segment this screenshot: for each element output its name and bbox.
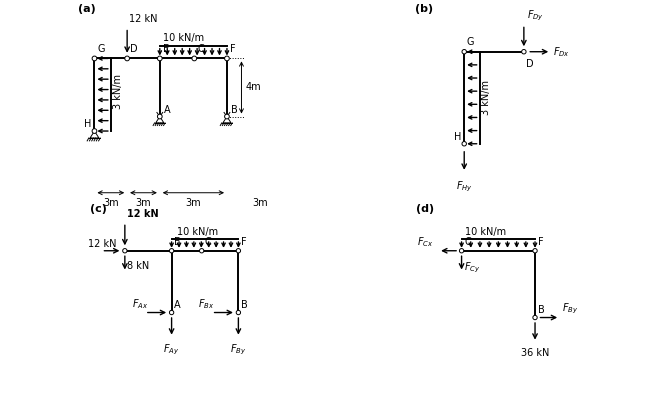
Text: $F_{Ay}$: $F_{Ay}$ bbox=[164, 342, 180, 357]
Text: G: G bbox=[467, 38, 475, 48]
Circle shape bbox=[123, 248, 127, 253]
Circle shape bbox=[224, 56, 229, 61]
Text: 3m: 3m bbox=[253, 198, 269, 208]
Text: F: F bbox=[230, 44, 236, 54]
Circle shape bbox=[236, 248, 240, 253]
Text: $F_{Cy}$: $F_{Cy}$ bbox=[464, 261, 480, 275]
Text: B: B bbox=[230, 105, 238, 115]
Text: 3 kN/m: 3 kN/m bbox=[113, 74, 123, 109]
Text: 3m: 3m bbox=[185, 198, 201, 208]
Text: $F_{Bx}$: $F_{Bx}$ bbox=[198, 297, 214, 311]
Text: G: G bbox=[97, 44, 105, 54]
Text: $F_{By}$: $F_{By}$ bbox=[230, 342, 247, 357]
Text: D: D bbox=[527, 58, 534, 68]
Text: H: H bbox=[454, 132, 461, 142]
Text: 10 kN/m: 10 kN/m bbox=[177, 226, 218, 236]
Text: 4m: 4m bbox=[246, 82, 261, 92]
Text: (a): (a) bbox=[79, 4, 96, 14]
Text: (c): (c) bbox=[90, 204, 107, 214]
Text: 12 kN: 12 kN bbox=[129, 14, 158, 24]
Text: $F_{Hy}$: $F_{Hy}$ bbox=[456, 180, 473, 194]
Text: A: A bbox=[164, 105, 170, 115]
Circle shape bbox=[125, 56, 129, 61]
Circle shape bbox=[92, 56, 97, 61]
Text: 10 kN/m: 10 kN/m bbox=[164, 33, 205, 43]
Circle shape bbox=[199, 248, 204, 253]
Circle shape bbox=[224, 114, 229, 119]
Text: 3m: 3m bbox=[136, 198, 151, 208]
Text: 36 kN: 36 kN bbox=[521, 348, 549, 358]
Text: E: E bbox=[162, 44, 169, 54]
Circle shape bbox=[170, 248, 174, 253]
Text: 12 kN: 12 kN bbox=[127, 209, 158, 219]
Text: (b): (b) bbox=[414, 4, 433, 14]
Text: H: H bbox=[84, 119, 92, 129]
Text: C: C bbox=[197, 44, 204, 54]
Circle shape bbox=[236, 310, 240, 315]
Text: B: B bbox=[537, 305, 544, 315]
Text: D: D bbox=[130, 44, 137, 54]
Text: $F_{Dx}$: $F_{Dx}$ bbox=[553, 45, 570, 59]
Text: C: C bbox=[464, 236, 471, 246]
Text: $F_{By}$: $F_{By}$ bbox=[562, 302, 578, 316]
Text: (d): (d) bbox=[416, 204, 435, 214]
Text: $F_{Cx}$: $F_{Cx}$ bbox=[416, 235, 433, 249]
Text: 3m: 3m bbox=[103, 198, 119, 208]
Text: 8 kN: 8 kN bbox=[127, 261, 148, 271]
Text: B: B bbox=[241, 300, 248, 310]
Circle shape bbox=[462, 142, 467, 146]
Text: 3 kN/m: 3 kN/m bbox=[481, 80, 491, 115]
Circle shape bbox=[462, 50, 467, 54]
Circle shape bbox=[158, 56, 162, 61]
Text: 12 kN: 12 kN bbox=[88, 239, 117, 249]
Text: 10 kN/m: 10 kN/m bbox=[465, 226, 506, 236]
Text: A: A bbox=[174, 300, 181, 310]
Text: C: C bbox=[204, 236, 211, 246]
Text: F: F bbox=[241, 236, 247, 246]
Text: $F_{Ax}$: $F_{Ax}$ bbox=[131, 297, 148, 311]
Text: F: F bbox=[537, 236, 543, 246]
Circle shape bbox=[170, 310, 174, 315]
Circle shape bbox=[521, 50, 526, 54]
Text: E: E bbox=[174, 236, 180, 246]
Circle shape bbox=[459, 248, 464, 253]
Circle shape bbox=[192, 56, 197, 61]
Circle shape bbox=[158, 114, 162, 119]
Text: $F_{Dy}$: $F_{Dy}$ bbox=[527, 8, 544, 23]
Circle shape bbox=[92, 129, 97, 133]
Circle shape bbox=[533, 315, 537, 320]
Circle shape bbox=[533, 248, 537, 253]
